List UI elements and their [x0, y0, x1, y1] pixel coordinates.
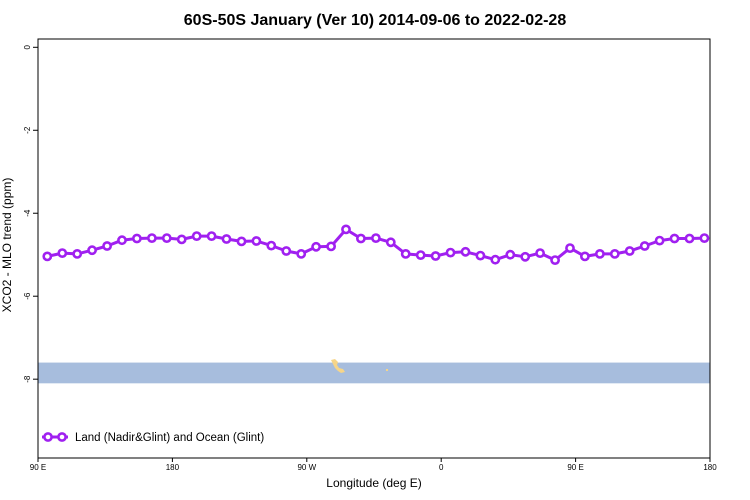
- y-tick-label: -8: [23, 375, 32, 383]
- y-tick-label: -4: [23, 209, 32, 217]
- data-point: [490, 254, 501, 265]
- data-point: [42, 251, 53, 262]
- plot-frame: [37, 38, 711, 459]
- ocean-band: [38, 362, 710, 384]
- data-point: [251, 236, 262, 246]
- x-tick-label: 90 E: [30, 463, 46, 472]
- data-point: [684, 233, 695, 244]
- data-point: [72, 248, 83, 259]
- data-point: [102, 241, 112, 251]
- data-point: [146, 233, 157, 243]
- data-point: [565, 243, 575, 253]
- data-point: [654, 235, 665, 246]
- data-point: [87, 245, 97, 256]
- data-point: [326, 241, 336, 252]
- y-tick-label: -2: [23, 126, 32, 134]
- data-point: [266, 240, 277, 251]
- data-point: [236, 236, 247, 247]
- data-point: [370, 233, 381, 243]
- x-tick-label: 90 E: [567, 463, 583, 472]
- data-point: [669, 233, 680, 244]
- legend-marker: [57, 432, 67, 442]
- x-tick-label: 90 W: [297, 463, 316, 472]
- data-point: [281, 246, 292, 256]
- data-point: [131, 233, 142, 244]
- data-point: [341, 224, 351, 235]
- data-point: [580, 251, 590, 262]
- data-point: [57, 248, 68, 258]
- x-tick-label: 0: [439, 463, 444, 472]
- x-axis-label: Longitude (deg E): [326, 476, 421, 490]
- data-point: [311, 241, 321, 252]
- x-tick-label: 180: [703, 463, 717, 472]
- land-speck: [386, 369, 388, 371]
- data-point: [520, 251, 531, 262]
- chart-title: 60S-50S January (Ver 10) 2014-09-06 to 2…: [184, 12, 567, 29]
- y-tick-label: -6: [23, 292, 32, 300]
- data-point: [460, 246, 471, 257]
- data-point: [609, 248, 620, 259]
- data-point: [400, 248, 411, 259]
- data-point: [355, 233, 366, 244]
- legend-label: Land (Nadir&Glint) and Ocean (Glint): [75, 432, 264, 444]
- data-point: [161, 233, 172, 243]
- series-layer: [42, 224, 710, 265]
- data-point: [191, 231, 202, 241]
- data-point: [595, 248, 605, 259]
- x-tick-label: 180: [166, 463, 180, 472]
- data-point: [699, 233, 710, 243]
- data-point: [415, 250, 426, 260]
- y-axis-label: XCO2 - MLO trend (ppm): [0, 178, 14, 313]
- data-point: [206, 231, 217, 241]
- x-axis: 90 E 180 90 W 0 90 E 180: [30, 458, 717, 472]
- data-point: [296, 248, 307, 259]
- map-strip: [38, 359, 710, 384]
- data-point: [550, 255, 560, 265]
- data-point: [475, 250, 486, 261]
- data-point: [624, 246, 635, 256]
- land-shape: [331, 359, 345, 373]
- data-point: [430, 251, 441, 261]
- data-point: [639, 241, 650, 251]
- data-point: [176, 234, 187, 245]
- y-axis: 0 -2 -4 -6 -8: [23, 45, 38, 383]
- data-point: [445, 247, 456, 258]
- legend: Land (Nadir&Glint) and Ocean (Glint): [42, 432, 264, 444]
- y-tick-label: 0: [23, 45, 32, 50]
- data-point: [221, 234, 232, 244]
- data-point: [385, 237, 396, 248]
- data-point: [117, 235, 127, 246]
- data-point: [535, 248, 545, 258]
- legend-marker: [43, 432, 53, 442]
- data-point: [505, 249, 516, 260]
